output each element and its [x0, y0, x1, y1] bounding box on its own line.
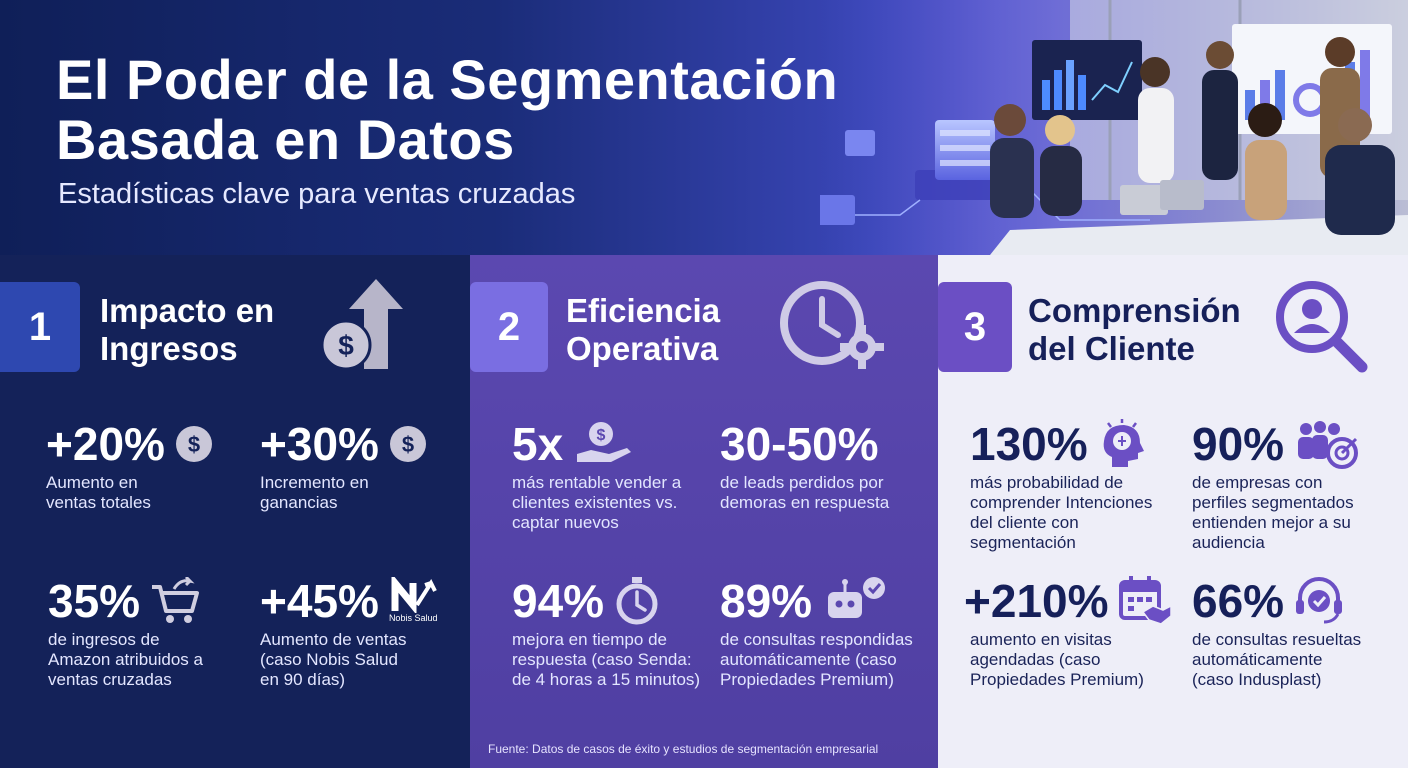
stat-description: aumento en visitas agendadas (caso Propied…	[970, 630, 1144, 689]
stat-value: 35%	[48, 575, 141, 627]
stat-value: 94%	[512, 575, 605, 627]
stat-sales-increase: +20% $ Aumento en ventas totales	[46, 418, 213, 513]
title-line-1: El Poder de la Segmentación	[56, 48, 839, 111]
stat-value: 130%	[970, 418, 1088, 470]
source-footnote: Fuente: Datos de casos de éxito y estudi…	[488, 742, 879, 756]
stat-value: +20%	[46, 418, 165, 470]
stat-value: 90%	[1192, 418, 1285, 470]
panel-title: Impacto en Ingresos	[100, 292, 274, 368]
dollar-coin-icon: $	[389, 426, 426, 462]
stat-description: más rentable vender a clientes existentes…	[512, 473, 682, 532]
svg-text:$: $	[597, 427, 606, 444]
panel-title-line-2: del Cliente	[1028, 330, 1195, 367]
panel-title: Eficiencia Operativa	[566, 292, 720, 368]
header-banner: El Poder de la Segmentación Basada en Da…	[0, 0, 1408, 255]
stat-segmented-profiles: 90% de empresas con perfiles segmentados e…	[1192, 418, 1359, 553]
panel-title-line-2: Ingresos	[100, 330, 238, 367]
calendar-handshake-icon	[1118, 576, 1172, 625]
stat-amazon-cross-sell: 35% de ingresos de Amazon atribuidos a ven…	[48, 575, 203, 690]
panel-title-line-1: Comprensión	[1028, 292, 1241, 329]
stat-description: más probabilidad de comprender Intencione…	[970, 473, 1153, 552]
stat-value: +45%	[260, 575, 379, 627]
svg-text:$: $	[338, 330, 354, 361]
stat-description: de consultas respondidas automáticamente …	[720, 630, 913, 689]
title-line-2: Basada en Datos	[56, 108, 515, 171]
stat-value: +210%	[964, 575, 1109, 627]
stat-value: +30%	[260, 418, 379, 470]
shopping-cart-icon	[152, 577, 200, 623]
svg-text:$: $	[402, 432, 414, 457]
stat-description: de empresas con perfiles segmentados entie…	[1192, 473, 1354, 552]
stat-value: 30-50%	[720, 418, 879, 470]
stat-description: de leads perdidos por demoras en respuest…	[720, 473, 890, 512]
svg-text:$: $	[188, 432, 200, 457]
group-target-icon	[1298, 421, 1359, 469]
stat-description: Aumento en ventas totales	[46, 473, 151, 512]
stat-value: 5x	[512, 418, 564, 470]
panel-number-badge: 2	[470, 282, 548, 372]
stat-scheduled-visits: +210% aumento en visitas agendadas (caso P…	[964, 575, 1173, 690]
money-growth-arrow-icon: $	[320, 279, 403, 371]
panel-title-line-2: Operativa	[566, 330, 719, 367]
stat-description: de ingresos de Amazon atribuidos a ventas …	[48, 630, 203, 689]
stat-description: de consultas resueltas automáticamente (ca…	[1192, 630, 1362, 689]
nobis-salud-logo: Nobis Salud	[389, 577, 439, 625]
panel-number-badge: 3	[938, 282, 1012, 372]
stat-description: Aumento de ventas (caso Nobis Salud en 90 …	[260, 630, 407, 689]
stopwatch-icon	[616, 577, 658, 625]
stat-description: mejora en tiempo de respuesta (caso Senda…	[512, 630, 701, 689]
page-subtitle: Estadísticas clave para ventas cruzadas	[58, 178, 576, 210]
panel-revenue-impact: 1 Impacto en Ingresos $ +20% $ Aumento e…	[0, 255, 470, 768]
office-team-illustration	[820, 0, 1408, 255]
stat-nobis-salud: +45% Nobis Salud Aumento de ventas (caso …	[260, 575, 439, 690]
panel-title: Comprensión del Cliente	[1028, 292, 1241, 368]
panel-customer-understanding: 3 Comprensión del Cliente 130% más proba…	[938, 255, 1408, 768]
brain-head-icon	[1103, 419, 1144, 467]
panel-title-line-1: Eficiencia	[566, 292, 721, 329]
page-title: El Poder de la Segmentación Basada en Da…	[56, 50, 838, 170]
stat-lost-leads: 30-50% de leads perdidos por demoras en r…	[720, 418, 889, 513]
headset-check-icon	[1296, 577, 1343, 624]
stat-value: 66%	[1192, 575, 1285, 627]
dollar-coin-icon: $	[175, 426, 212, 462]
panel-operational-efficiency: 2 Eficiencia Operativa 5x $ más rentable…	[470, 255, 938, 768]
stat-profit-increase: +30% $ Incremento en ganancias	[260, 418, 427, 513]
user-search-icon	[1276, 281, 1368, 373]
stat-intent-probability: 130% más probabilidad de comprender Inten…	[970, 418, 1152, 553]
stat-5x-profitable: 5x $ más rentable vender a clientes exist…	[512, 418, 681, 533]
panel-title-line-1: Impacto en	[100, 292, 275, 329]
robot-check-icon	[828, 577, 886, 618]
panel-number-badge: 1	[0, 282, 80, 372]
stat-value: 89%	[720, 575, 813, 627]
stat-auto-answered: 89% de consultas respondidas automáticame…	[720, 575, 913, 690]
stat-resolved-queries: 66% de consultas resueltas automáticament…	[1192, 575, 1361, 690]
stat-response-time: 94% mejora en tiempo de respuesta (caso S…	[512, 575, 700, 690]
clock-gear-icon	[780, 281, 884, 369]
stat-description: Incremento en ganancias	[260, 473, 369, 512]
money-hand-icon: $	[577, 422, 632, 462]
